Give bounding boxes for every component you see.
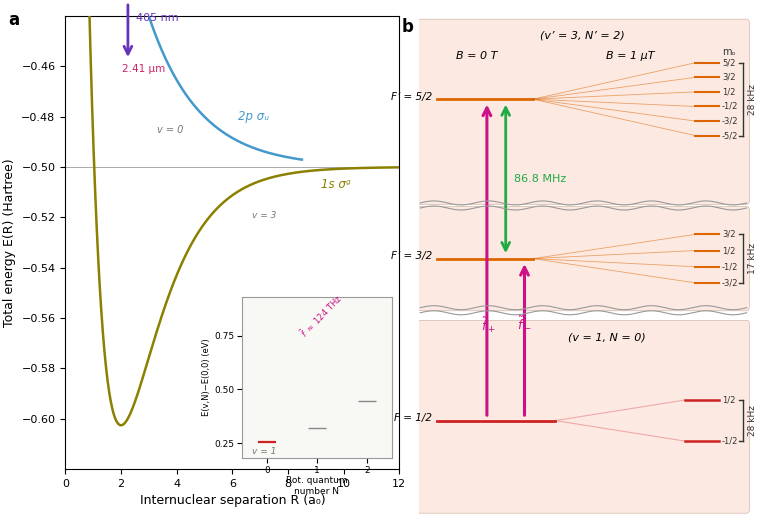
Text: 86.8 MHz: 86.8 MHz (514, 174, 566, 184)
FancyBboxPatch shape (418, 19, 750, 205)
Text: $\tilde{f}_-$: $\tilde{f}_-$ (517, 315, 531, 331)
Y-axis label: E(v,N)−E(0,0) (eV): E(v,N)−E(0,0) (eV) (203, 339, 211, 417)
Text: 28 kHz: 28 kHz (748, 405, 757, 436)
Text: B = 0 T: B = 0 T (456, 51, 498, 61)
Text: 1/2: 1/2 (722, 395, 736, 404)
Text: 1/2: 1/2 (722, 87, 736, 96)
Text: B = 1 μT: B = 1 μT (606, 51, 654, 61)
Text: $\tilde{f}$ $\approx$ 124 THz: $\tilde{f}$ $\approx$ 124 THz (297, 292, 345, 340)
Text: 3/2: 3/2 (722, 230, 736, 239)
Text: (v = 1, N = 0): (v = 1, N = 0) (568, 332, 645, 342)
Text: -3/2: -3/2 (722, 117, 739, 126)
FancyBboxPatch shape (418, 320, 750, 513)
Text: 2p σᵤ: 2p σᵤ (238, 110, 269, 123)
Text: 5/2: 5/2 (722, 58, 736, 67)
X-axis label: Rot. quantum
number N: Rot. quantum number N (286, 476, 348, 496)
Text: 28 kHz: 28 kHz (748, 84, 757, 114)
Text: 1/2: 1/2 (722, 246, 736, 255)
FancyBboxPatch shape (418, 207, 750, 311)
Text: 17 kHz: 17 kHz (748, 243, 757, 274)
Text: v = 0: v = 0 (157, 126, 184, 136)
Text: F’ = 3/2: F’ = 3/2 (391, 251, 432, 261)
Text: F’ = 5/2: F’ = 5/2 (391, 92, 432, 102)
Text: a: a (8, 11, 20, 29)
Text: -5/2: -5/2 (722, 131, 738, 140)
Text: v = 3: v = 3 (252, 211, 276, 220)
Text: v = 1: v = 1 (252, 447, 276, 456)
Text: -1/2: -1/2 (722, 102, 738, 111)
Text: 1s σᵍ: 1s σᵍ (321, 178, 351, 191)
X-axis label: Internuclear separation R (a₀): Internuclear separation R (a₀) (140, 494, 325, 507)
Text: 3/2: 3/2 (722, 73, 736, 82)
Text: $\tilde{f}_+$: $\tilde{f}_+$ (482, 315, 496, 335)
Text: b: b (402, 18, 413, 36)
Text: 405 nm: 405 nm (136, 13, 179, 23)
Y-axis label: Total energy E(R) (Hartree): Total energy E(R) (Hartree) (3, 158, 16, 327)
Text: (v’ = 3, N’ = 2): (v’ = 3, N’ = 2) (540, 31, 625, 41)
Text: -1/2: -1/2 (722, 262, 738, 271)
Text: F = 1/2: F = 1/2 (394, 413, 432, 423)
Text: -1/2: -1/2 (722, 437, 738, 446)
Text: -3/2: -3/2 (722, 278, 739, 287)
Text: 2.41 μm: 2.41 μm (122, 64, 166, 74)
Text: mₒ: mₒ (722, 47, 736, 57)
